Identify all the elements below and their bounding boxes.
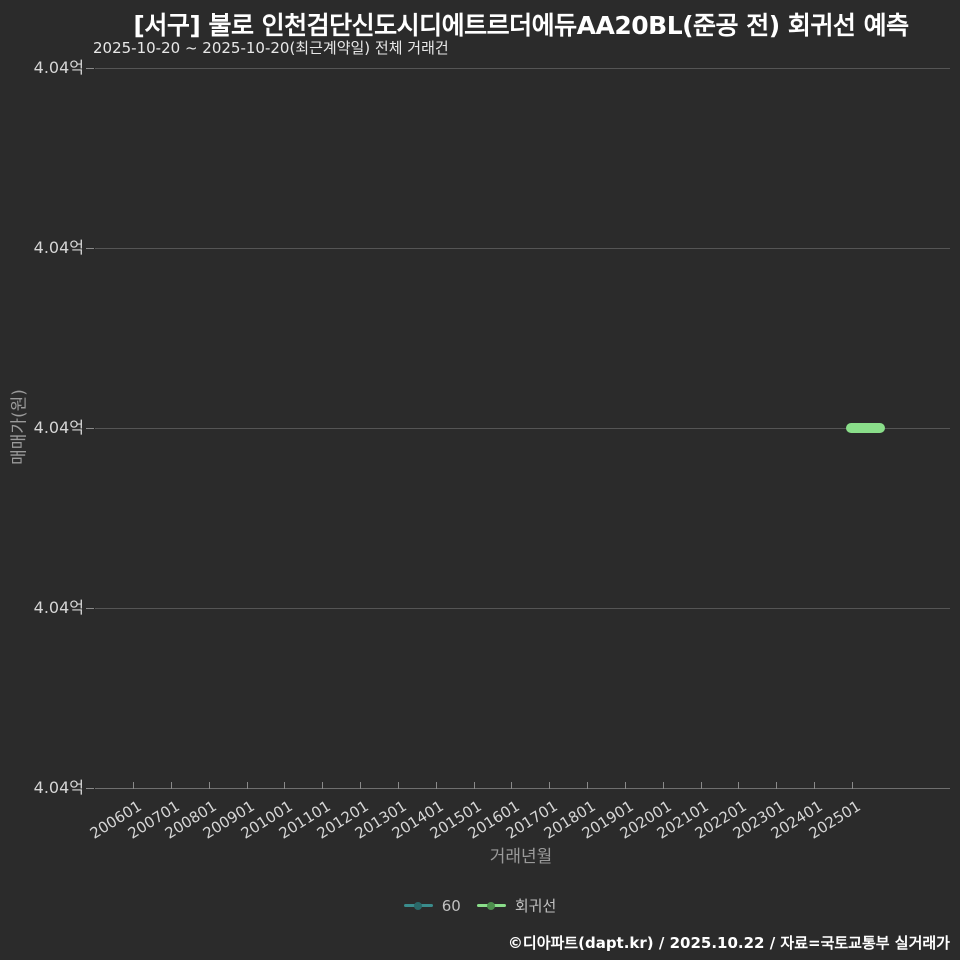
x-tick-mark xyxy=(549,782,551,789)
x-tick-mark xyxy=(360,782,362,789)
x-tick-mark xyxy=(776,782,778,789)
x-tick-mark xyxy=(700,782,702,789)
y-axis-title: 매매가(원) xyxy=(9,389,30,465)
y-tick-mark xyxy=(86,788,94,789)
y-tick-mark xyxy=(86,68,94,69)
series-60-marker-icon xyxy=(403,901,433,910)
legend-item-60: 60 xyxy=(403,896,461,915)
y-tick-mark xyxy=(86,248,94,249)
gridline xyxy=(95,428,950,429)
x-axis-title: 거래년월 xyxy=(489,847,553,867)
y-tick-label: 4.04억 xyxy=(33,418,84,437)
y-tick-label: 4.04억 xyxy=(33,778,84,797)
y-tick-label: 4.04억 xyxy=(33,598,84,617)
gridline xyxy=(95,68,950,69)
x-tick-mark xyxy=(322,782,324,789)
x-tick-mark xyxy=(814,782,816,789)
y-tick-label: 4.04억 xyxy=(33,238,84,257)
y-tick-label: 4.04억 xyxy=(33,58,84,77)
x-tick-mark xyxy=(852,782,853,789)
gridline xyxy=(95,248,950,249)
x-axis-line xyxy=(95,788,950,789)
x-tick-mark xyxy=(170,782,172,789)
x-tick-mark xyxy=(397,782,399,789)
x-tick-mark xyxy=(473,782,475,789)
x-tick-mark xyxy=(284,782,286,789)
y-tick-mark xyxy=(86,428,94,429)
regression-segment xyxy=(846,423,885,433)
x-tick-mark xyxy=(208,782,210,789)
x-tick-mark xyxy=(662,782,664,789)
legend-label-60: 60 xyxy=(441,896,461,915)
copyright-footer: ©디아파트(dapt.kr) / 2025.10.22 / 자료=국토교통부 실… xyxy=(507,934,950,952)
x-tick-mark xyxy=(511,782,513,789)
regression-dot-icon xyxy=(487,901,496,910)
x-tick-mark xyxy=(587,782,589,789)
x-tick-mark xyxy=(133,782,134,789)
chart-subtitle: 2025-10-20 ~ 2025-10-20(최근계약일) 전체 거래건 xyxy=(93,39,449,57)
regression-marker-icon xyxy=(476,901,506,910)
x-tick-mark xyxy=(435,782,437,789)
legend-label-regression: 회귀선 xyxy=(514,897,557,915)
y-tick-mark xyxy=(86,608,94,609)
chart-title: [서구] 불로 인천검단신도시디에트르더에듀AA20BL(준공 전) 회귀선 예… xyxy=(133,11,909,40)
legend-item-regression: 회귀선 xyxy=(476,895,557,916)
x-tick-mark xyxy=(246,782,248,789)
x-tick-mark xyxy=(738,782,740,789)
x-tick-mark xyxy=(624,782,626,789)
legend: 60 회귀선 xyxy=(0,895,960,916)
series-60-dot-icon xyxy=(414,901,423,910)
gridline xyxy=(95,608,950,609)
